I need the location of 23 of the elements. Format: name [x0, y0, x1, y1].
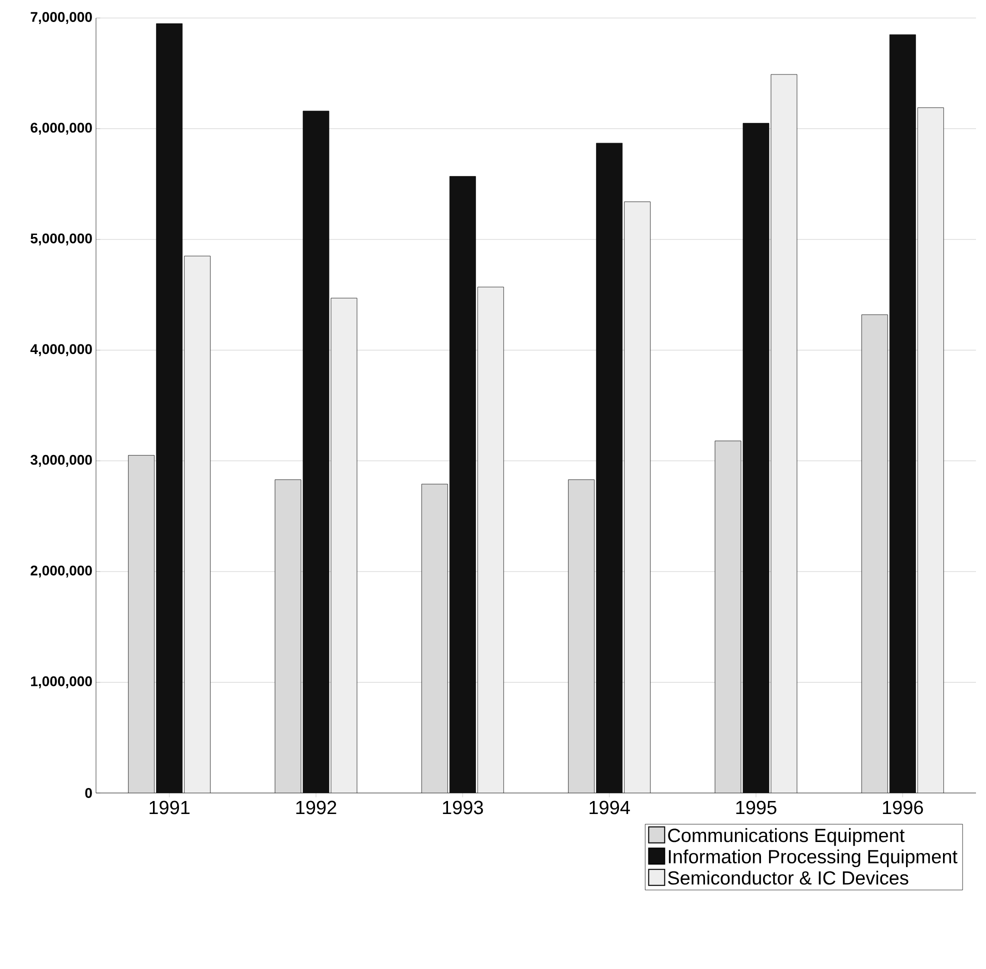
legend-label: Semiconductor & IC Devices	[668, 870, 908, 885]
bar	[331, 298, 357, 793]
legend-label: Communications Equipment	[668, 828, 905, 846]
x-tick-label: 1994	[590, 800, 630, 814]
y-tick-label: 5,000,000	[30, 233, 92, 246]
bar	[771, 74, 797, 793]
y-tick-label: 1,000,000	[31, 676, 92, 688]
legend-label: Information Processing Equipment	[668, 849, 958, 868]
y-tick-label: 6,000,000	[30, 122, 92, 135]
bar	[624, 202, 650, 793]
bar	[478, 287, 504, 793]
x-tick-label: 1993	[442, 800, 483, 814]
x-tick-label: 1992	[296, 800, 336, 814]
y-tick-label: 4,000,000	[30, 344, 92, 356]
x-tick-label: 1996	[882, 800, 923, 814]
y-tick-label: 2,000,000	[30, 566, 92, 578]
bar	[184, 256, 210, 793]
y-tick-label: 3,000,000	[30, 454, 92, 467]
x-tick-label: 1991	[150, 800, 190, 814]
x-tick-label: 1995	[736, 800, 776, 814]
y-tick-label: 0	[85, 788, 92, 798]
bar	[917, 107, 944, 793]
y-tick-label: 7,000,000	[30, 12, 92, 24]
